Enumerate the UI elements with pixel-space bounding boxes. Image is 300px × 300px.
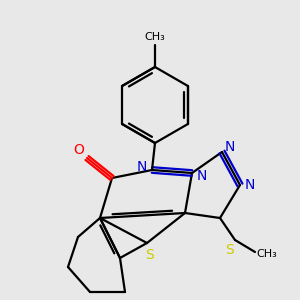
Text: O: O: [74, 143, 84, 157]
Text: N: N: [245, 178, 255, 192]
Text: N: N: [137, 160, 147, 174]
Text: CH₃: CH₃: [256, 249, 278, 259]
Text: S: S: [226, 243, 234, 257]
Text: N: N: [197, 169, 207, 183]
Text: CH₃: CH₃: [145, 32, 165, 42]
Text: S: S: [145, 248, 153, 262]
Text: N: N: [225, 140, 235, 154]
